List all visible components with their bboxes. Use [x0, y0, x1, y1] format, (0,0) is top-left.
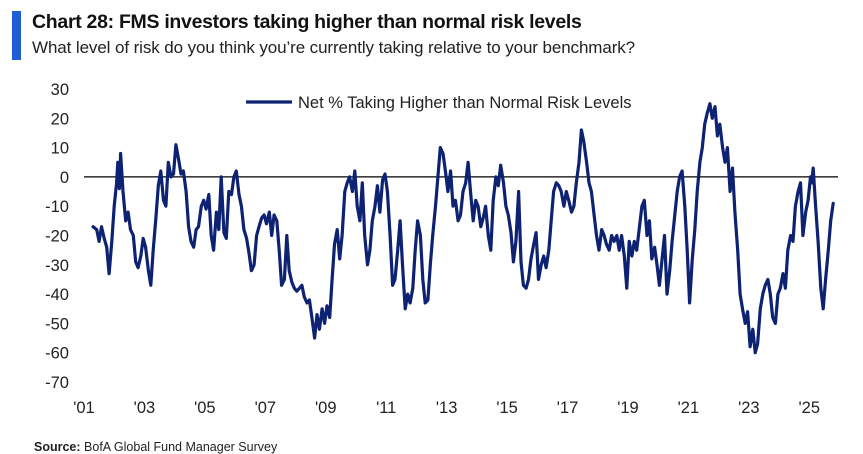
x-tick-label: '11	[376, 399, 396, 417]
x-tick-label: '25	[799, 399, 821, 417]
x-tick-label: '09	[315, 399, 337, 417]
x-tick-label: '23	[738, 399, 760, 417]
y-tick-label: 20	[51, 110, 69, 128]
y-tick-label: 0	[60, 169, 69, 187]
x-tick-label: '19	[617, 399, 639, 417]
x-tick-label: '21	[678, 399, 700, 417]
y-tick-label: -40	[45, 286, 69, 304]
y-axis-tick-labels: 30 20 10 0 -10 -20 -30 -40 -50 -60 -70	[45, 81, 69, 392]
y-tick-label: -10	[45, 198, 69, 216]
x-axis-tick-labels: '01 '03 '05 '07 '09 '11 '13 '15 '17 '19 '21 '23 '25	[73, 399, 820, 417]
y-tick-label: -20	[45, 228, 69, 246]
y-tick-label: -30	[45, 257, 69, 275]
source-text: BofA Global Fund Manager Survey	[84, 440, 278, 454]
y-tick-label: -60	[45, 345, 69, 363]
series-line-net-risk	[91, 102, 835, 355]
y-tick-label: -70	[45, 374, 69, 392]
x-tick-label: '03	[134, 399, 156, 417]
x-tick-label: '07	[255, 399, 277, 417]
legend: Net % Taking Higher than Normal Risk Lev…	[246, 94, 632, 112]
x-tick-label: '15	[496, 399, 518, 417]
source-label: Source:	[34, 440, 81, 454]
x-tick-label: '01	[73, 399, 95, 417]
y-tick-label: 30	[51, 81, 69, 99]
legend-label: Net % Taking Higher than Normal Risk Lev…	[298, 94, 632, 112]
title-accent-bar	[12, 11, 21, 60]
chart-subtitle: What level of risk do you think you’re c…	[32, 38, 636, 57]
chart-title: Chart 28: FMS investors taking higher th…	[32, 11, 582, 33]
x-tick-label: '17	[557, 399, 579, 417]
x-tick-label: '05	[194, 399, 216, 417]
y-tick-label: 10	[51, 140, 69, 158]
source-note: Source: BofA Global Fund Manager Survey	[34, 440, 277, 454]
y-tick-label: -50	[45, 315, 69, 333]
x-tick-label: '13	[436, 399, 458, 417]
